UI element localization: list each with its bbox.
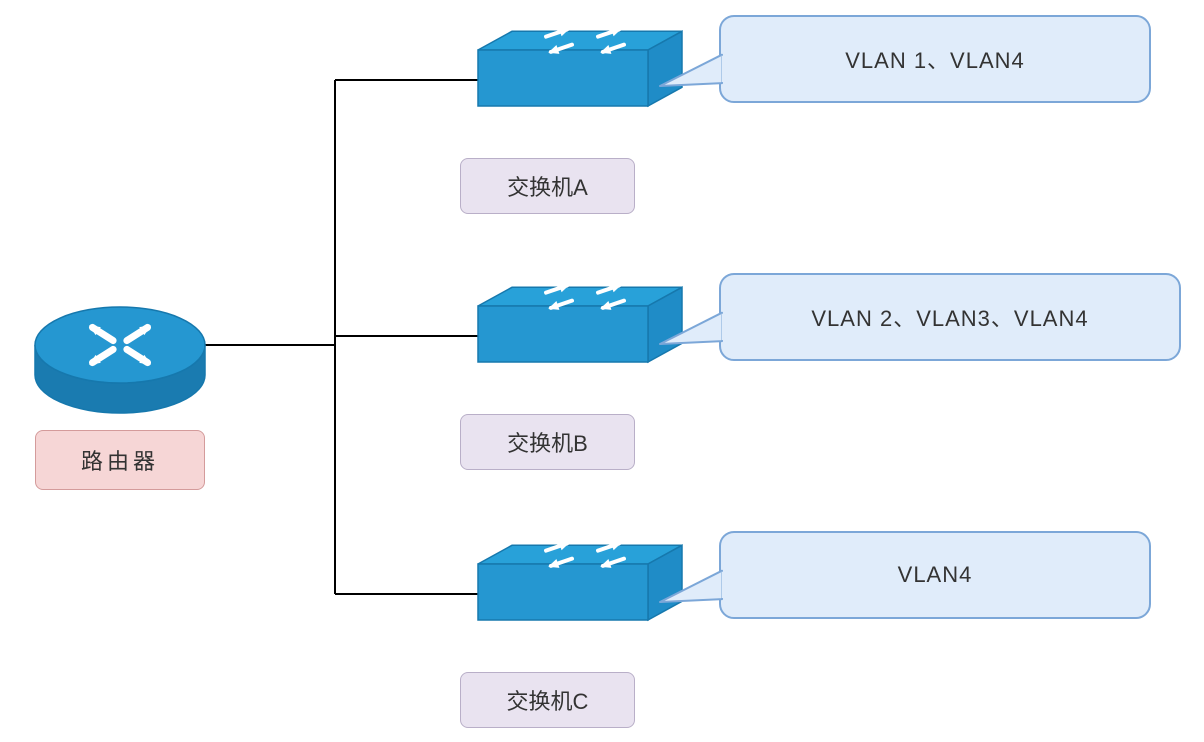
switch-b-callout: VLAN 2、VLAN3、VLAN4 bbox=[720, 274, 1180, 360]
switch-a-callout: VLAN 1、VLAN4 bbox=[720, 16, 1150, 102]
switch-a-callout-text: VLAN 1、VLAN4 bbox=[845, 43, 1025, 75]
callouts-layer bbox=[0, 0, 1204, 742]
router-label-text: 路由器 bbox=[81, 444, 159, 476]
diagram-canvas: 路由器 交换机A 交换机B 交换机C VLAN 1、VLAN4 VLAN 2、V… bbox=[0, 0, 1204, 742]
switch-b-label-text: 交换机B bbox=[507, 426, 588, 458]
switch-c-callout-text: VLAN4 bbox=[898, 562, 973, 588]
switch-b-label: 交换机B bbox=[460, 414, 635, 470]
switch-c-label: 交换机C bbox=[460, 672, 635, 728]
switch-a-label-text: 交换机A bbox=[507, 170, 588, 202]
switch-c-callout: VLAN4 bbox=[720, 532, 1150, 618]
switch-c-label-text: 交换机C bbox=[507, 684, 589, 716]
router-label: 路由器 bbox=[35, 430, 205, 490]
switch-a-label: 交换机A bbox=[460, 158, 635, 214]
switch-b-callout-text: VLAN 2、VLAN3、VLAN4 bbox=[811, 301, 1088, 333]
